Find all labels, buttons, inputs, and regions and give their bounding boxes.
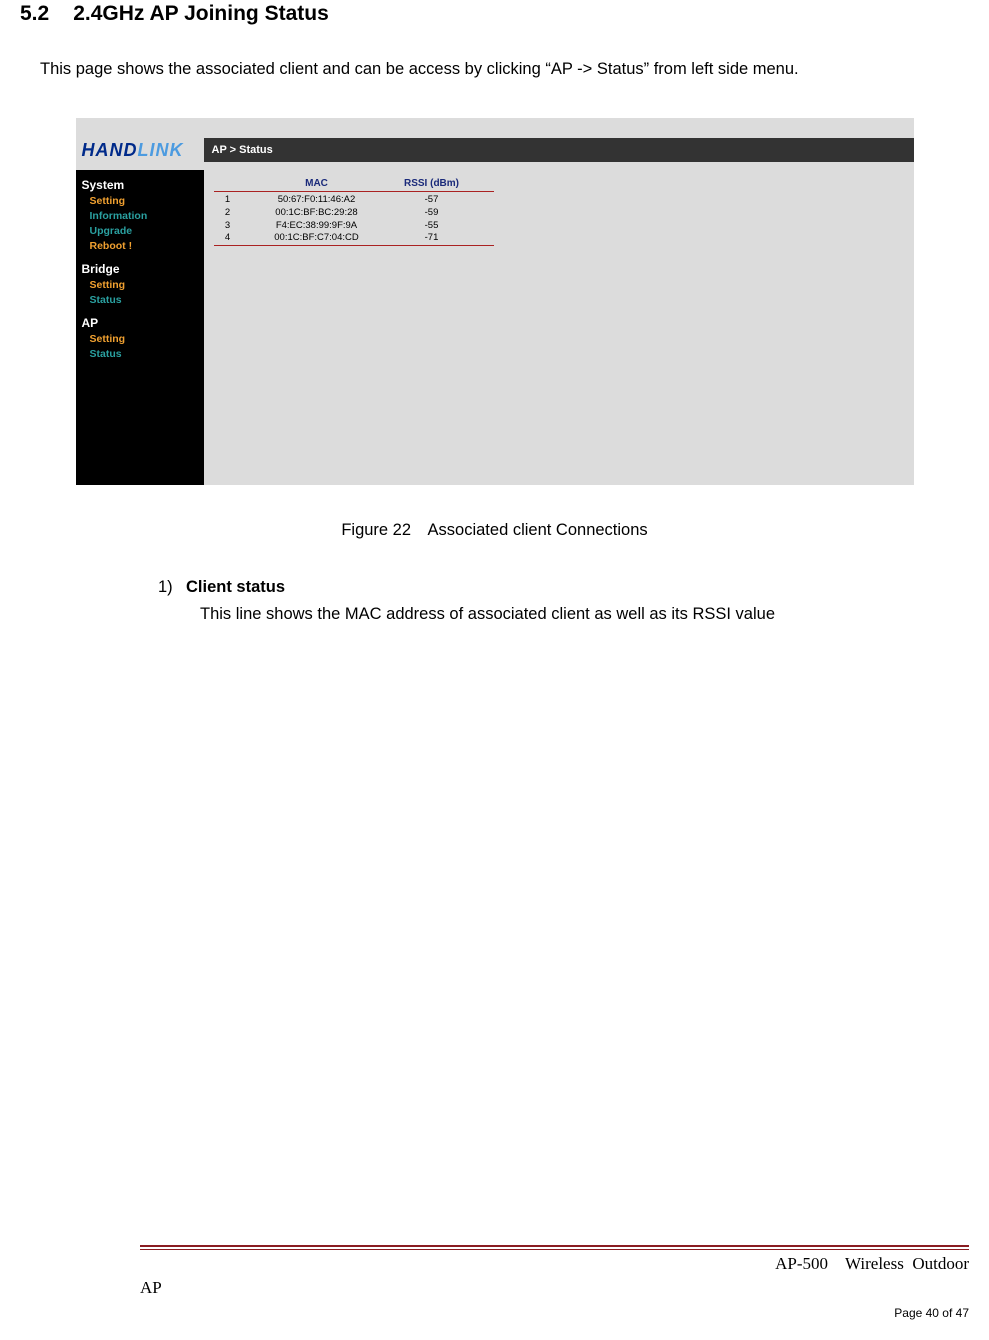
table-row: 2 00:1C:BF:BC:29:28 -59 — [214, 207, 494, 220]
cell-rssi: -57 — [392, 194, 472, 207]
list-title: Client status — [186, 578, 285, 596]
client-table: MAC RSSI (dBm) 1 50:67:F0:11:46:A2 -57 2… — [214, 178, 494, 246]
brand-logo: HANDLINK — [82, 140, 200, 166]
figure-caption: Figure 22 Associated client Connections — [20, 521, 969, 540]
sidebar-item-ap-setting[interactable]: Setting — [90, 333, 204, 345]
cell-mac: 00:1C:BF:BC:29:28 — [242, 207, 392, 220]
section-title: 2.4GHz AP Joining Status — [73, 2, 329, 25]
sidebar-item-bridge-status[interactable]: Status — [90, 294, 204, 306]
footer-rule — [140, 1245, 969, 1247]
sidebar-item-bridge-setting[interactable]: Setting — [90, 279, 204, 291]
table-header-row: MAC RSSI (dBm) — [214, 178, 494, 192]
content-panel: MAC RSSI (dBm) 1 50:67:F0:11:46:A2 -57 2… — [204, 170, 914, 485]
intro-paragraph: This page shows the associated client an… — [40, 58, 969, 82]
table-row: 4 00:1C:BF:C7:04:CD -71 — [214, 232, 494, 245]
list-number: 1) — [158, 578, 186, 597]
sidebar-group-system: System — [82, 178, 204, 192]
footer-right: AP-500 Wireless Outdoor — [20, 1254, 969, 1274]
footer-left: AP — [140, 1278, 162, 1298]
document-page: 5.2 2.4GHz AP Joining Status This page sh… — [0, 0, 989, 1340]
sidebar-item-system-reboot[interactable]: Reboot ! — [90, 240, 204, 252]
footer-rule-inner — [140, 1249, 969, 1250]
list-block: 1)Client status This line shows the MAC … — [158, 578, 969, 624]
screenshot-panel: HANDLINK AP > Status System Setting Info… — [76, 118, 914, 485]
cell-idx: 2 — [214, 207, 242, 220]
table-header-mac: MAC — [242, 178, 392, 189]
sidebar-group-bridge: Bridge — [82, 262, 204, 276]
sidebar-item-system-upgrade[interactable]: Upgrade — [90, 225, 204, 237]
figure-wrap: HANDLINK AP > Status System Setting Info… — [76, 118, 914, 485]
footer-page-number: Page 40 of 47 — [20, 1306, 969, 1320]
sidebar-item-system-setting[interactable]: Setting — [90, 195, 204, 207]
cell-mac: F4:EC:38:99:9F:9A — [242, 220, 392, 233]
cell-mac: 50:67:F0:11:46:A2 — [242, 194, 392, 207]
list-item-line1: 1)Client status — [158, 578, 969, 597]
logo-text-link: LINK — [138, 140, 184, 160]
table-row: 3 F4:EC:38:99:9F:9A -55 — [214, 220, 494, 233]
sidebar-item-ap-status[interactable]: Status — [90, 348, 204, 360]
breadcrumb-bar: AP > Status — [204, 138, 914, 162]
table-header-rssi: RSSI (dBm) — [392, 178, 472, 189]
sidebar: System Setting Information Upgrade Reboo… — [76, 170, 204, 485]
cell-mac: 00:1C:BF:C7:04:CD — [242, 232, 392, 245]
table-row: 1 50:67:F0:11:46:A2 -57 — [214, 194, 494, 207]
section-number: 5.2 — [20, 2, 49, 26]
cell-rssi: -55 — [392, 220, 472, 233]
sidebar-item-system-information[interactable]: Information — [90, 210, 204, 222]
cell-idx: 1 — [214, 194, 242, 207]
table-body: 1 50:67:F0:11:46:A2 -57 2 00:1C:BF:BC:29… — [214, 192, 494, 246]
footer-text: AP-500 Wireless Outdoor — [20, 1254, 969, 1274]
table-header-idx — [214, 178, 242, 189]
cell-idx: 3 — [214, 220, 242, 233]
cell-idx: 4 — [214, 232, 242, 245]
page-footer: AP-500 Wireless Outdoor AP Page 40 of 47 — [20, 1245, 969, 1320]
breadcrumb-text: AP > Status — [212, 144, 273, 156]
list-item-desc: This line shows the MAC address of assoc… — [200, 605, 969, 624]
sidebar-group-ap: AP — [82, 316, 204, 330]
section-heading: 5.2 2.4GHz AP Joining Status — [20, 0, 969, 26]
cell-rssi: -71 — [392, 232, 472, 245]
logo-text-hand: HAND — [82, 140, 138, 160]
cell-rssi: -59 — [392, 207, 472, 220]
